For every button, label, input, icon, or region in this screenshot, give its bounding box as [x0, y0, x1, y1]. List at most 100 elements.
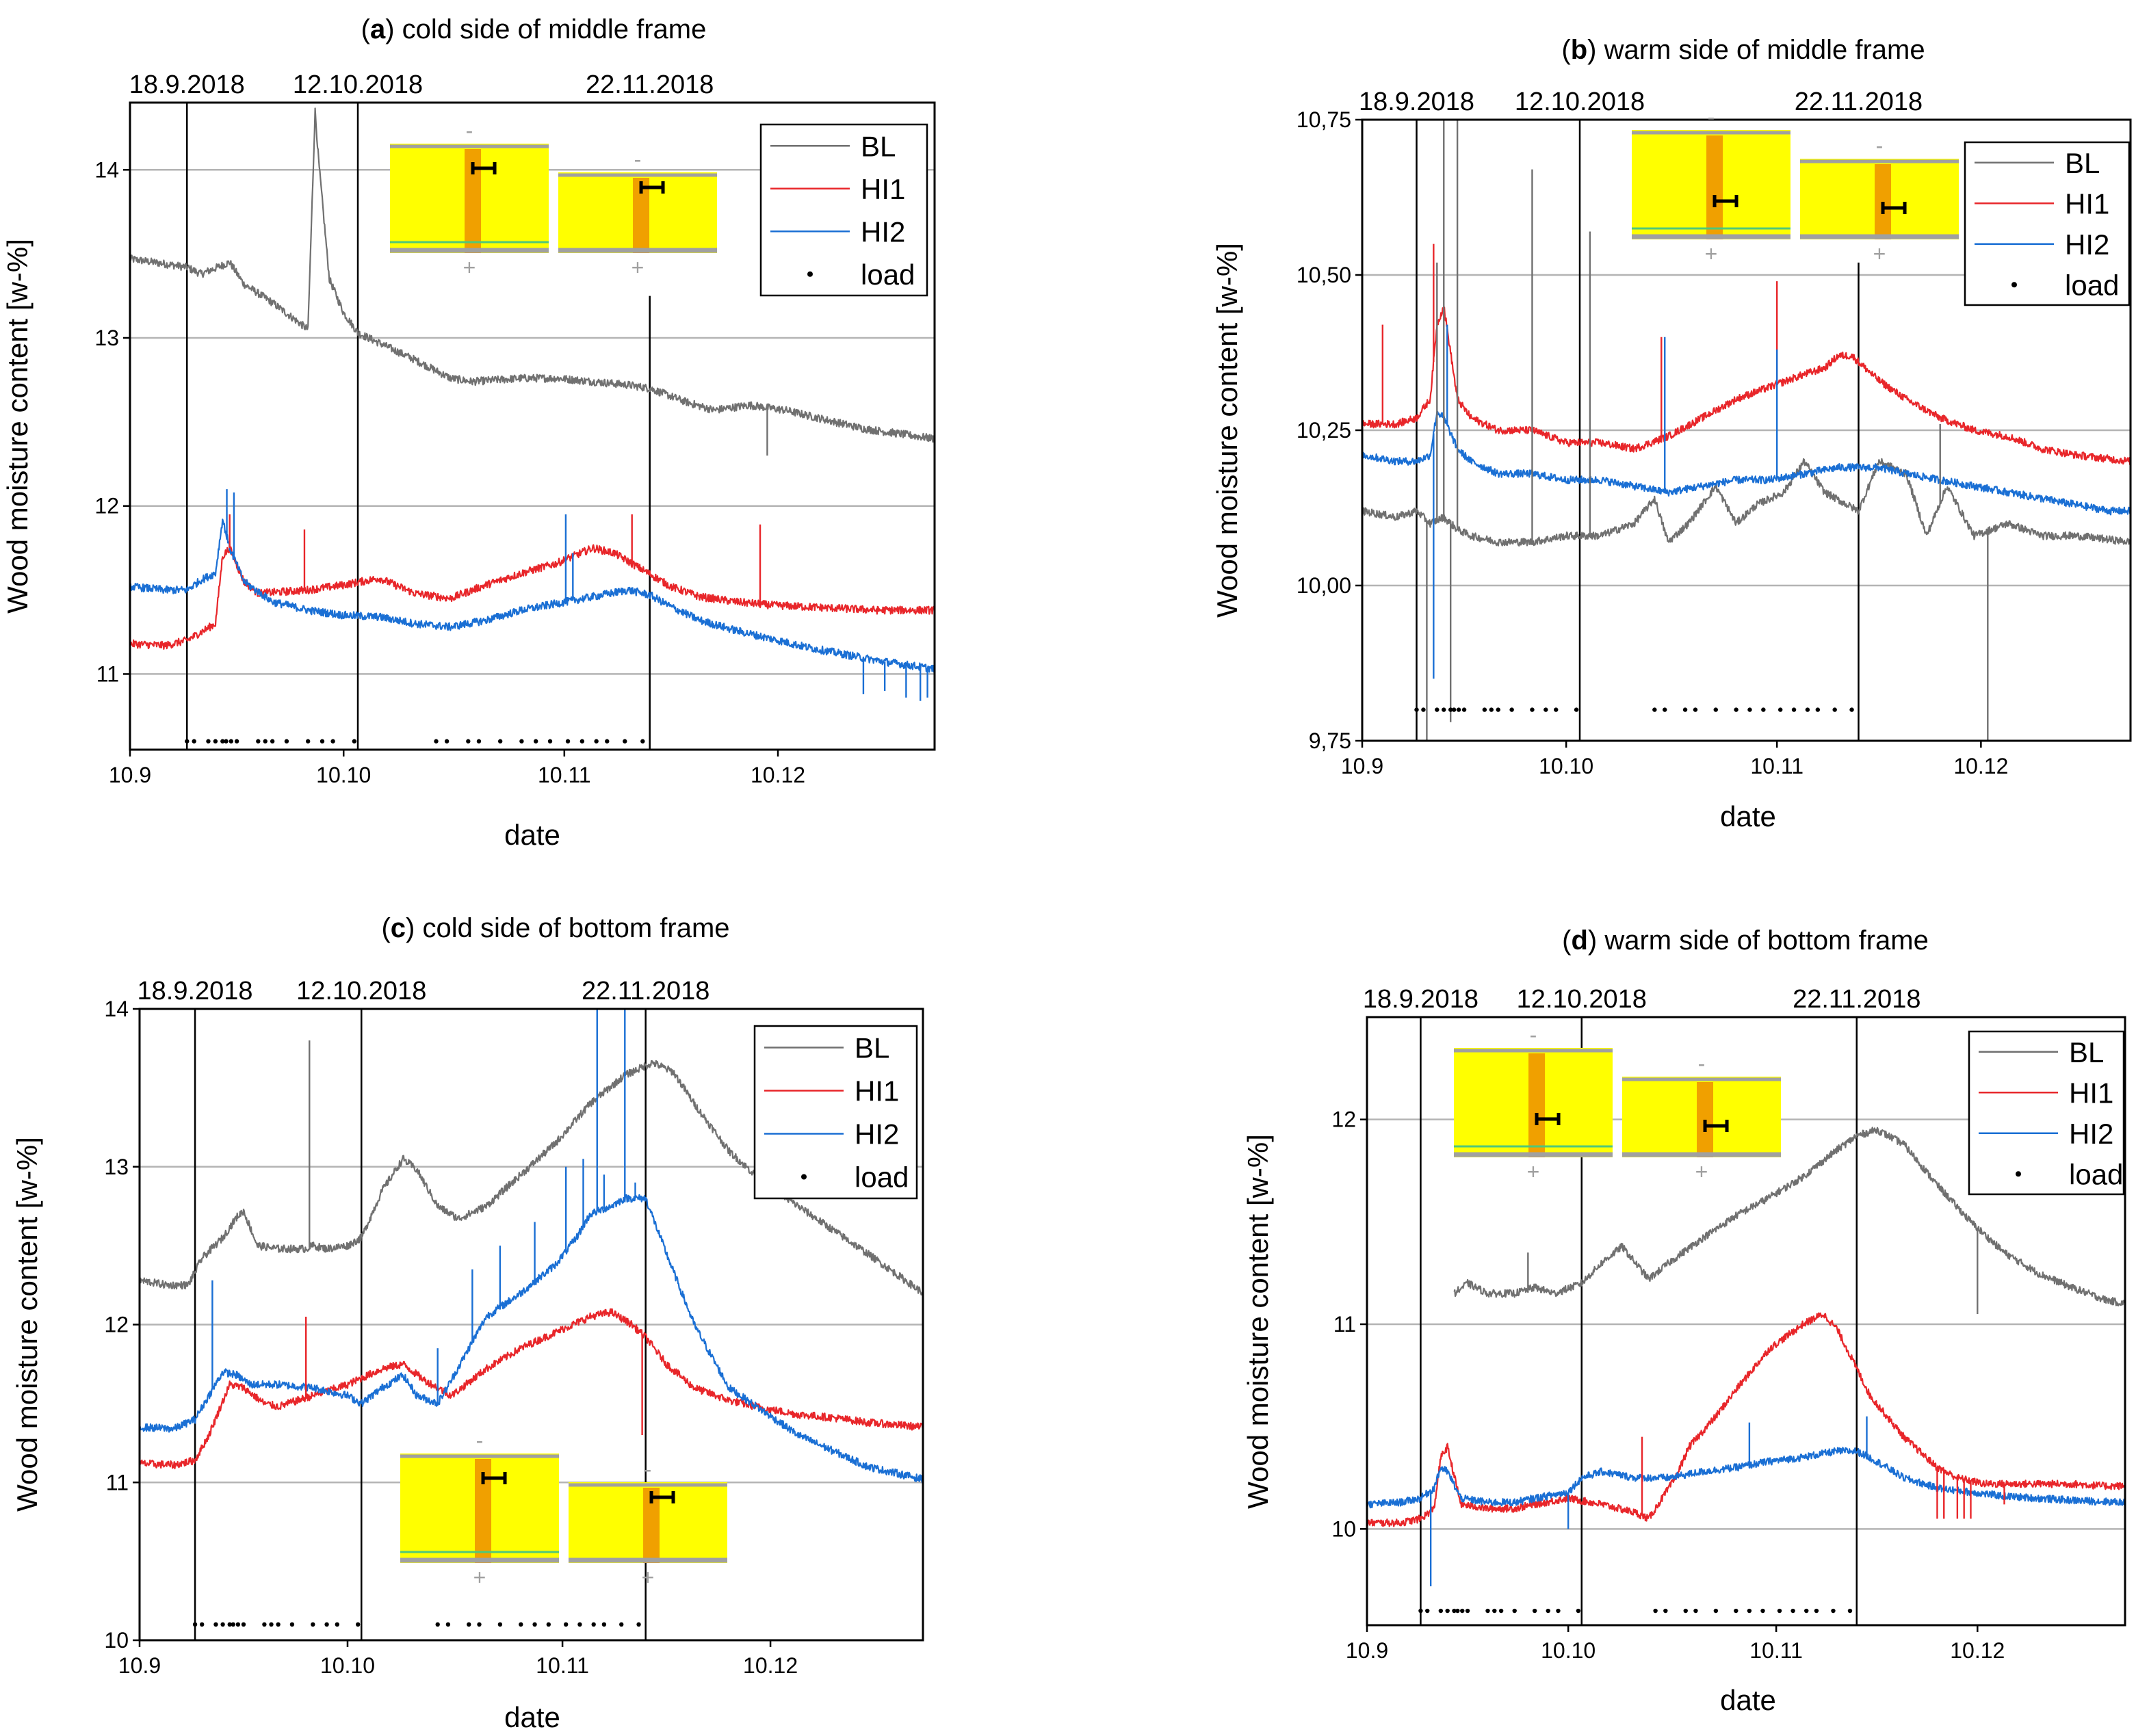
load-marker — [229, 739, 233, 744]
load-marker — [519, 739, 524, 744]
load-marker — [565, 739, 571, 744]
y-tick-label: 14 — [94, 157, 119, 182]
ticks: 10.9 10.10 10.11 10.12 10 11 12 13 14 — [104, 997, 798, 1678]
x-tick-label: 10.10 — [1539, 754, 1593, 778]
legend-label-HI2: HI2 — [2065, 228, 2109, 261]
ticks: 10.9 10.10 10.11 10.12 11 12 13 14 — [94, 157, 805, 787]
load-marker — [1791, 707, 1797, 712]
legend-label-HI2: HI2 — [2069, 1118, 2113, 1150]
title-paren-close: ) — [406, 913, 422, 943]
load-marker — [1682, 707, 1688, 712]
panel-letter: c — [391, 913, 406, 943]
legend-label-HI1: HI1 — [2069, 1077, 2113, 1109]
inset-diagrams: -+-+ — [1632, 105, 1959, 266]
load-marker — [1831, 1608, 1836, 1614]
series — [129, 107, 936, 673]
load-marker — [563, 1622, 569, 1627]
load-marker — [1652, 707, 1657, 712]
load-marker — [444, 739, 450, 744]
x-tick-label: 10.12 — [1950, 1638, 2005, 1663]
inset-wall-1: -+ — [390, 118, 549, 280]
panel-title: (d) warm side of bottom frame — [1562, 925, 1929, 956]
load-marker — [227, 1622, 232, 1627]
legend-label-load: load — [855, 1161, 909, 1194]
load-marker — [231, 1622, 235, 1627]
y-tick-label: 12 — [1331, 1107, 1356, 1132]
load-marker — [224, 739, 229, 744]
event-date-label: 18.9.2018 — [129, 70, 245, 99]
panel-d-wood-moisture-chart: (d) warm side of bottom frame 18.9.2018 12… — [1242, 925, 2126, 1716]
load-marker — [1435, 707, 1440, 712]
legend-box — [1968, 1030, 2125, 1196]
series-line-HI2 — [139, 1194, 924, 1484]
legend-label-HI1: HI1 — [855, 1075, 899, 1107]
load-marker — [1804, 1608, 1809, 1614]
load-marker — [1574, 707, 1579, 712]
x-axis-title: date — [1720, 1684, 1776, 1716]
x-tick-label: 10.11 — [538, 763, 591, 787]
title-text: warm side of bottom frame — [1604, 925, 1929, 956]
legend-label-HI2: HI2 — [861, 215, 905, 248]
event-date-label: 22.11.2018 — [586, 70, 714, 99]
load-marker — [185, 739, 190, 744]
inset-wall-2: -+ — [1800, 133, 1959, 266]
load-marker — [1418, 1608, 1423, 1614]
panel-letter: b — [1571, 35, 1587, 65]
event-date-label: 12.10.2018 — [296, 977, 426, 1005]
panel-letter: d — [1571, 925, 1587, 956]
load-marker — [352, 739, 357, 744]
legend: BL HI1 HI2 load — [753, 1025, 918, 1200]
load-marker — [594, 739, 599, 744]
inset-minus-sign: - — [476, 1428, 484, 1453]
event-date-label: 22.11.2018 — [582, 977, 709, 1005]
event-date-label: 22.11.2018 — [1793, 985, 1920, 1014]
spikes — [211, 1009, 643, 1436]
legend-label-HI1: HI1 — [861, 173, 905, 205]
legend-swatch-load — [2016, 1171, 2021, 1177]
load-marker — [276, 1622, 281, 1627]
x-tick-label: 10.11 — [1750, 754, 1803, 778]
load-marker — [1414, 707, 1419, 712]
series-line-HI2 — [129, 518, 936, 673]
load-marker — [1693, 707, 1698, 712]
load-marker — [220, 739, 225, 744]
load-marker — [1663, 707, 1667, 712]
load-marker — [324, 1622, 329, 1627]
legend-label-load: load — [2069, 1158, 2123, 1190]
load-marker — [289, 1622, 295, 1627]
load-marker — [1832, 707, 1837, 712]
panel-title: (b) warm side of middle frame — [1561, 35, 1925, 65]
load-marker — [1456, 707, 1461, 712]
title-paren-close: ) — [1588, 925, 1604, 956]
load-marker — [1482, 707, 1487, 712]
y-tick-label: 14 — [104, 997, 129, 1021]
ticks: 10.9 10.10 10.11 10.12 10 11 12 — [1331, 1107, 2005, 1663]
event-date-label: 18.9.2018 — [138, 977, 253, 1005]
event-date-label: 18.9.2018 — [1363, 985, 1479, 1014]
load-marker — [476, 739, 482, 744]
title-paren-open: ( — [1562, 925, 1572, 956]
timber-stud — [1706, 135, 1723, 239]
load-marker — [1653, 1608, 1658, 1614]
load-marker — [213, 1622, 218, 1627]
load-marker — [1452, 1608, 1457, 1614]
load-marker — [269, 1622, 274, 1627]
event-lines — [1416, 120, 1860, 741]
y-tick-label: 10,25 — [1297, 418, 1351, 443]
inset-wall-2: -+ — [569, 1457, 727, 1590]
load-marker — [1438, 1608, 1444, 1614]
load-marker — [640, 739, 645, 744]
load-marker — [1814, 1608, 1819, 1614]
inset-plus-sign: + — [1705, 241, 1718, 266]
event-date-label: 22.11.2018 — [1795, 88, 1923, 116]
inset-wall-1: -+ — [1632, 105, 1790, 266]
plot-frame — [1366, 1016, 2126, 1627]
series-line-HI2 — [1366, 1447, 2126, 1509]
inset-diagrams: -+-+ — [1454, 1023, 1781, 1184]
load-marker — [1761, 707, 1766, 712]
x-axis-title: date — [504, 819, 560, 851]
title-text: cold side of middle frame — [402, 14, 707, 44]
legend-label-HI2: HI2 — [855, 1118, 899, 1150]
y-tick-label: 13 — [104, 1155, 129, 1179]
load-marker — [1448, 707, 1453, 712]
